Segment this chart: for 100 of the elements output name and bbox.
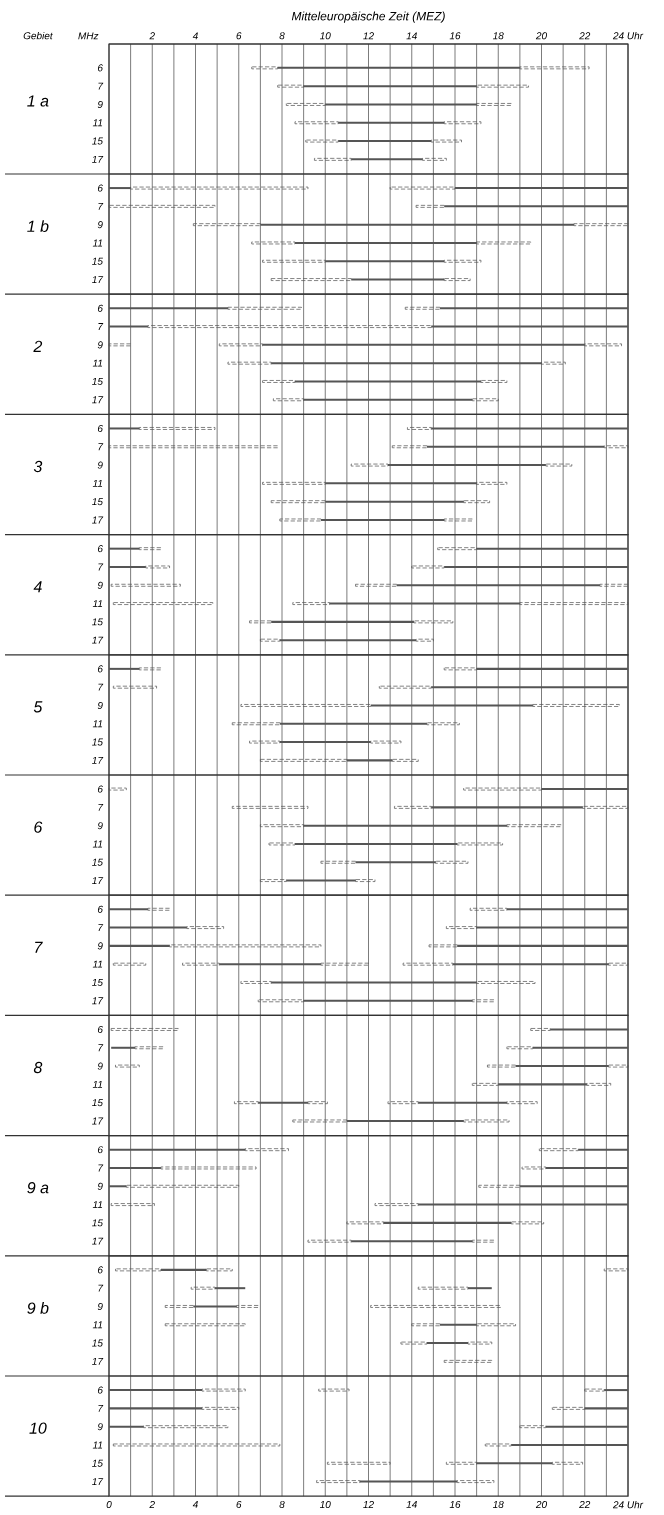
x2-axis-title: Mitteleuropäische Zeit (MEZ) — [291, 11, 445, 23]
bar — [115, 1064, 140, 1068]
y-tick-label: 9 — [97, 701, 103, 710]
bar — [443, 1360, 493, 1363]
text: 1 b — [27, 220, 49, 232]
y-tick-label: 11 — [92, 239, 103, 247]
y-tick-label: 7 — [98, 924, 104, 932]
y-tick-label: 9 — [97, 461, 103, 469]
y-tick-label: 15 — [92, 498, 103, 506]
y-tick-label: 7 — [98, 803, 104, 811]
bar — [327, 1461, 391, 1465]
x-tick-label: 8 — [279, 1500, 285, 1509]
y-tick-label: 15 — [92, 858, 103, 866]
y-tick-label: 11 — [92, 119, 103, 127]
y-tick-label: 15 — [92, 377, 103, 385]
y-tick-label: 7 — [98, 1044, 104, 1052]
y-tick-label: 17 — [92, 756, 104, 764]
y-tick-label: 6 — [97, 665, 103, 673]
x-tick-label: 10 — [319, 1500, 331, 1509]
y-tick-label: 11 — [92, 479, 103, 487]
text: 6 — [34, 821, 43, 833]
y-tick-label: 7 — [98, 202, 104, 210]
y-tick-label: 11 — [92, 840, 103, 848]
y-tick-label: 7 — [98, 1404, 104, 1412]
x-tick-label: 12 — [363, 1500, 374, 1508]
bar — [112, 685, 157, 689]
text: 10 — [29, 1422, 47, 1434]
y-tick-label: 11 — [92, 960, 103, 968]
y-tick-label: 17 — [92, 276, 104, 284]
y-tick-label: 6 — [97, 1146, 103, 1154]
y-tick-label: 17 — [92, 1237, 104, 1245]
bar — [108, 787, 127, 791]
text: Gebiet — [23, 31, 53, 40]
y-tick-label: 9 — [97, 1182, 103, 1190]
text: 3 — [33, 460, 43, 473]
y-tick-label: 6 — [97, 785, 103, 793]
y-tick-label: 15 — [92, 978, 103, 986]
x2-tick-label: 14 — [406, 32, 417, 40]
y-tick-label: 6 — [97, 905, 103, 913]
x2-tick-label: 24 Uhr — [612, 31, 644, 40]
y-tick-label: 6 — [97, 304, 103, 312]
x-tick-label: 0 — [106, 1500, 112, 1509]
y-tick-label: 9 — [97, 1423, 103, 1431]
y-tick-label: 11 — [92, 1441, 103, 1449]
y-tick-label: 9 — [97, 942, 103, 950]
y-tick-label: 11 — [92, 600, 103, 608]
y-tick-label: 7 — [98, 683, 104, 691]
y-tick-label: 9 — [97, 221, 103, 229]
y-tick-label: 17 — [92, 1117, 104, 1125]
x2-tick-label: 12 — [363, 32, 374, 40]
y-tick-label: 17 — [92, 516, 104, 524]
y-tick-label: 11 — [92, 1080, 103, 1088]
y-tick-label: 15 — [92, 137, 103, 145]
bar — [112, 602, 214, 605]
y-tick-label: 17 — [92, 1357, 104, 1365]
y-tick-label: 7 — [98, 82, 104, 90]
y-tick-label: 6 — [97, 424, 103, 433]
y-tick-label: 6 — [97, 184, 103, 192]
y-tick-label: 15 — [92, 1099, 103, 1107]
x2-tick-label: 8 — [279, 32, 285, 40]
bar — [231, 805, 309, 809]
bar — [318, 1388, 350, 1392]
y-tick-label: 7 — [98, 323, 104, 330]
y-tick-label: 6 — [97, 1386, 103, 1394]
y-tick-label: 6 — [97, 1025, 103, 1034]
x-tick-label: 18 — [492, 1500, 504, 1509]
y-tick-label: 15 — [92, 618, 103, 626]
y-tick-label: 17 — [92, 396, 104, 404]
x2-tick-label: 10 — [319, 32, 331, 40]
y-tick-label: 7 — [98, 563, 104, 571]
y-tick-label: 17 — [92, 155, 104, 163]
text: 2 — [33, 340, 43, 352]
text: 9 a — [27, 1182, 49, 1194]
x-tick-label: 16 — [449, 1500, 461, 1509]
y-tick-label: 9 — [97, 581, 103, 589]
y-tick-label: 9 — [97, 1062, 103, 1070]
bar — [370, 1305, 501, 1308]
y-tick-label: 9 — [97, 1302, 103, 1311]
text: 8 — [33, 1061, 43, 1074]
text: 7 — [35, 941, 43, 953]
y-tick-label: 17 — [92, 877, 104, 885]
x2-tick-label: 16 — [449, 32, 461, 40]
y-axis-title: MHz — [78, 32, 99, 40]
y-tick-label: 15 — [92, 738, 103, 746]
bar — [164, 1323, 246, 1327]
y-tick-label: 9 — [97, 822, 103, 830]
text: 1 a — [27, 95, 49, 107]
y-tick-label: 9 — [97, 100, 103, 109]
x2-tick-label: 18 — [492, 32, 504, 40]
y-tick-label: 6 — [97, 1266, 103, 1274]
x2-tick-label: 4 — [192, 32, 198, 40]
x2-tick-label: 22 — [579, 32, 591, 40]
bar — [112, 1443, 281, 1447]
x-tick-label: 4 — [192, 1500, 198, 1508]
text: 4 — [33, 581, 42, 593]
x-tick-label: 24 Uhr — [612, 1500, 644, 1509]
y-tick-label: 7 — [98, 443, 104, 451]
x-tick-label: 22 — [579, 1500, 591, 1508]
y-tick-label: 15 — [92, 1339, 103, 1347]
text: 5 — [33, 701, 43, 713]
